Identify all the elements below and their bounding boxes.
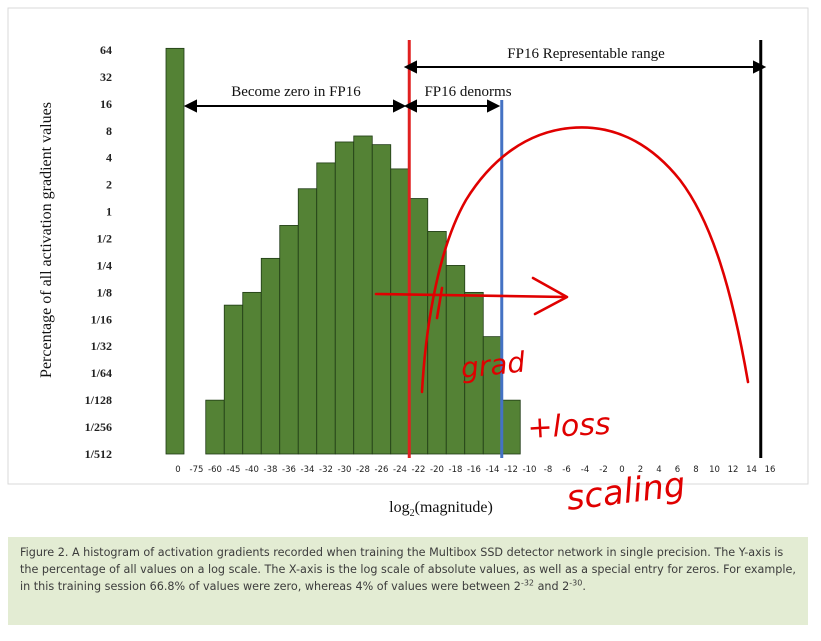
- x-tick-label: -8: [544, 465, 552, 475]
- histogram-bar: [390, 168, 410, 455]
- histogram-bar: [427, 231, 447, 455]
- figure-caption: Figure 2. A histogram of activation grad…: [8, 537, 808, 625]
- y-tick-label: 64: [100, 43, 112, 57]
- caption-text-join: and 2: [534, 580, 570, 593]
- x-tick-label: -36: [282, 465, 296, 475]
- denorm-arrow-right-head: [487, 99, 501, 113]
- caption-exponent-lower: -32: [520, 578, 535, 588]
- handwritten-shift-arrow: [374, 292, 568, 299]
- caption-exponent-upper: -30: [569, 578, 583, 588]
- histogram-bar: [371, 144, 392, 455]
- histogram-bar: [242, 291, 262, 455]
- histogram-bar: [205, 399, 225, 455]
- x-tick-label: -30: [338, 465, 352, 475]
- x-tick-label: 6: [675, 465, 680, 475]
- chart-border: [7, 7, 809, 485]
- x-tick-label: -45: [227, 465, 241, 475]
- x-tick-label: 16: [765, 465, 776, 475]
- histogram-bar: [501, 399, 521, 455]
- representable-range-label: FP16 Representable range: [507, 46, 665, 62]
- handwritten-word-grad: grad: [459, 345, 527, 385]
- x-tick-label: -20: [430, 465, 444, 475]
- denorm-label: FP16 denorms: [424, 84, 511, 100]
- caption-text: Figure 2. A histogram of activation grad…: [20, 546, 796, 593]
- histogram-bar: [408, 198, 429, 455]
- denorm-arrow-left-head: [403, 99, 417, 113]
- x-tick-label: -22: [412, 465, 426, 475]
- histogram-bar: [260, 257, 281, 455]
- x-tick-label: 2: [638, 465, 643, 475]
- representable-arrow-left-head: [403, 60, 417, 74]
- y-axis-label: Percentage of all activation gradient va…: [38, 102, 55, 378]
- y-tick-label: 8: [106, 124, 112, 138]
- x-tick-label: 10: [709, 465, 720, 475]
- handwritten-overlay: [374, 126, 750, 394]
- x-tick-label: 12: [728, 465, 739, 475]
- histogram-bar: [316, 162, 336, 455]
- x-tick-label: 8: [693, 465, 698, 475]
- x-tick-label: -28: [356, 465, 370, 475]
- x-tick-label: -12: [504, 465, 518, 475]
- representable-arrow-right-head: [753, 60, 767, 74]
- x-tick-label: -4: [581, 465, 589, 475]
- zero-range-label: Become zero in FP16: [231, 84, 361, 100]
- histogram-bar: [297, 188, 318, 455]
- histogram-bar: [165, 47, 185, 455]
- y-tick-label: 32: [100, 70, 112, 84]
- handwritten-word-loss: +loss: [527, 407, 612, 446]
- y-tick-label: 1/16: [91, 312, 112, 326]
- x-tick-label: -2: [599, 465, 607, 475]
- x-tick-label: -32: [319, 465, 333, 475]
- annotation-arrows: [183, 60, 767, 113]
- x-tick-label: -75: [190, 465, 204, 475]
- x-tick-label: -34: [301, 465, 315, 475]
- x-tick-label: -60: [208, 465, 222, 475]
- y-tick-label: 4: [106, 151, 112, 165]
- y-tick-label: 16: [100, 97, 112, 111]
- y-tick-label: 1/8: [97, 285, 112, 299]
- x-tick-label: -38: [264, 465, 278, 475]
- histogram-bar: [334, 141, 355, 455]
- x-tick-label: -24: [393, 465, 407, 475]
- histogram-bar: [279, 225, 299, 455]
- zero-range-arrow-right-head: [393, 99, 407, 113]
- caption-text-end: .: [582, 580, 586, 593]
- x-tick-label: 0: [175, 465, 180, 475]
- x-tick-label: 14: [746, 465, 757, 475]
- histogram-bar: [353, 135, 373, 455]
- y-tick-label: 1/32: [91, 339, 112, 353]
- x-tick-label: 4: [656, 465, 661, 475]
- x-tick-label: -40: [245, 465, 259, 475]
- handwritten-shift-arrow-head: [531, 276, 569, 316]
- y-tick-label: 1/128: [85, 393, 112, 407]
- histogram-bar: [223, 304, 244, 455]
- x-tick-label: -18: [449, 465, 463, 475]
- zero-range-arrow-left-head: [183, 99, 197, 113]
- y-tick-label: 1/64: [91, 366, 112, 380]
- y-tick-label: 2: [106, 178, 112, 192]
- y-tick-label: 1: [106, 205, 112, 219]
- x-tick-label: -26: [375, 465, 389, 475]
- handwritten-text: grad +loss scaling: [459, 345, 687, 519]
- handwritten-shifted-curve: [420, 126, 750, 394]
- x-axis-label: log2(magnitude): [389, 499, 493, 519]
- x-tick-label: -6: [562, 465, 570, 475]
- handwritten-short-stroke: [435, 286, 444, 320]
- x-tick-label: 0: [619, 465, 624, 475]
- y-tick-label: 1/4: [97, 258, 112, 272]
- x-tick-label: -16: [467, 465, 481, 475]
- x-tick-label: -14: [486, 465, 500, 475]
- x-tick-label: -10: [523, 465, 537, 475]
- y-tick-label: 1/512: [85, 447, 112, 461]
- y-tick-label: 1/2: [97, 232, 112, 246]
- y-tick-label: 1/256: [85, 420, 112, 434]
